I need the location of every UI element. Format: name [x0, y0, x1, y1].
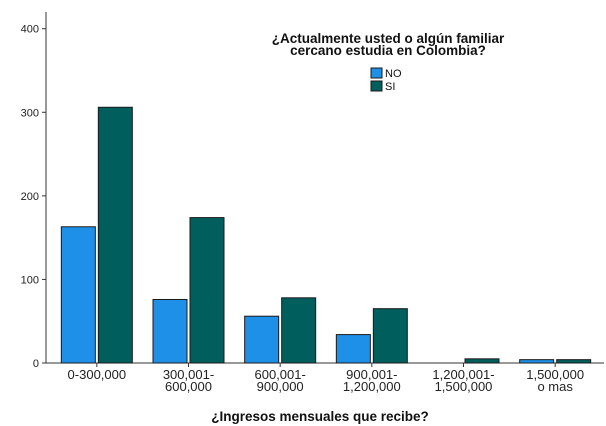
- legend-label-si: SI: [385, 81, 395, 93]
- chart-tick-labels: 0 100 200 300 400: [21, 24, 39, 370]
- bar-si: [556, 359, 592, 364]
- bar-no: [244, 315, 280, 364]
- chart-axes: [42, 12, 604, 367]
- legend-title: ¿Actualmente usted o algún familiar: [272, 31, 505, 46]
- x-category-label: 300,001-: [163, 367, 214, 382]
- chart-bars: [60, 106, 592, 364]
- bar-no: [335, 334, 371, 364]
- x-category-label: 1,200,001-: [432, 367, 494, 382]
- legend-label-no: NO: [385, 68, 402, 80]
- legend-title: cercano estudia en Colombia?: [290, 43, 486, 58]
- x-category-label: 900,001-: [346, 367, 397, 382]
- x-category-label: 1,500,000: [526, 367, 584, 382]
- y-tick-label: 200: [21, 191, 39, 203]
- x-category-label: 0-300,000: [68, 367, 127, 382]
- chart-legend: ¿Actualmente usted o algún familiarcerca…: [272, 31, 505, 93]
- legend-swatch-si: [370, 80, 383, 92]
- legend-swatch-no: [370, 67, 383, 79]
- bar-no: [519, 359, 555, 364]
- x-category-label: 1,500,000: [435, 379, 493, 394]
- bar-si: [281, 297, 317, 364]
- y-tick-label: 300: [21, 107, 39, 119]
- bar-si: [189, 217, 225, 364]
- y-tick-label: 0: [33, 358, 39, 370]
- y-tick-label: 400: [21, 24, 39, 36]
- bar-si: [464, 358, 500, 364]
- x-axis-label: ¿Ingresos mensuales que recibe?: [211, 409, 429, 424]
- x-category-label: 900,000: [257, 379, 304, 394]
- bar-si: [372, 308, 408, 364]
- x-category-label: 600,000: [165, 379, 212, 394]
- bar-no: [60, 226, 96, 364]
- y-tick-label: 100: [21, 274, 39, 286]
- bar-si: [97, 106, 133, 364]
- bar-no: [152, 298, 188, 364]
- x-category-label: 1,200,000: [343, 379, 401, 394]
- x-category-label: 600,001-: [255, 367, 306, 382]
- x-category-label: o mas: [537, 379, 573, 394]
- chart-category-labels: 0-300,000 300,001-600,000 600,001-900,000 9…: [68, 367, 585, 394]
